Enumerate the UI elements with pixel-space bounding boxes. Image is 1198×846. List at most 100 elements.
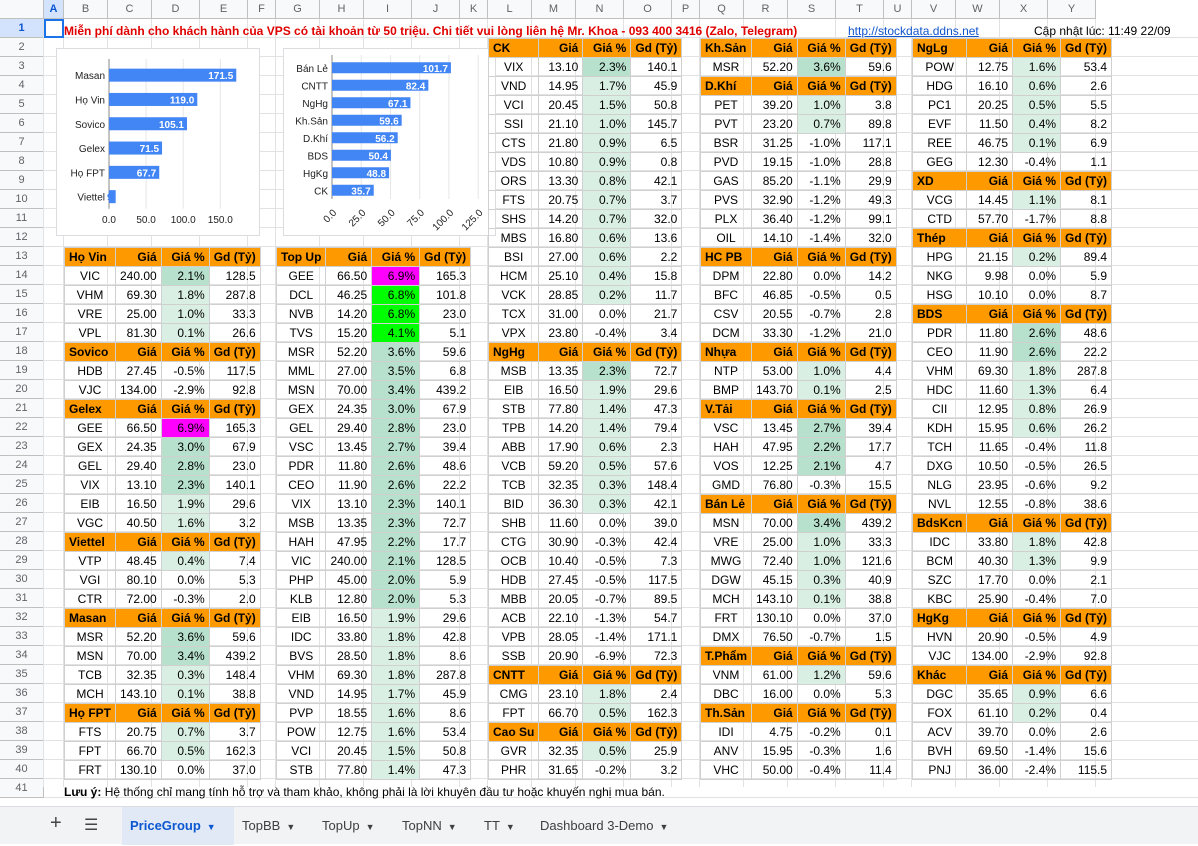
row-header-16[interactable]: 16 <box>0 304 44 323</box>
value-cell[interactable]: 48.6 <box>1060 323 1113 343</box>
pct-cell[interactable]: 0.5% <box>582 741 632 761</box>
price-cell[interactable]: 16.50 <box>325 608 373 628</box>
price-cell[interactable]: 24.35 <box>325 399 373 419</box>
ticker-cell[interactable]: GEE <box>64 418 116 438</box>
price-cell[interactable]: 20.25 <box>966 95 1014 115</box>
price-cell[interactable]: 66.70 <box>115 741 162 761</box>
pct-cell[interactable]: 0.6% <box>1012 76 1062 96</box>
ticker-cell[interactable]: GMD <box>699 475 753 495</box>
price-cell[interactable]: 13.10 <box>538 57 584 77</box>
pct-cell[interactable]: -0.3% <box>796 475 846 495</box>
pct-cell[interactable]: 2.3% <box>371 494 421 514</box>
price-cell[interactable]: 20.90 <box>538 646 584 666</box>
value-cell[interactable]: 6.9 <box>1060 133 1113 153</box>
price-cell[interactable]: 15.20 <box>325 323 373 343</box>
pct-cell[interactable]: 0.9% <box>1012 684 1062 704</box>
pct-cell[interactable]: 0.1% <box>1012 133 1062 153</box>
chevron-down-icon[interactable]: ▼ <box>659 822 669 832</box>
chevron-down-icon[interactable]: ▼ <box>505 822 515 832</box>
pct-cell[interactable]: 2.3% <box>160 475 210 495</box>
value-cell[interactable]: 38.6 <box>1060 494 1113 514</box>
ticker-cell[interactable]: PDR <box>911 323 968 343</box>
ticker-cell[interactable]: SHB <box>487 513 540 533</box>
bar[interactable] <box>332 62 451 74</box>
ticker-cell[interactable]: SHS <box>487 209 540 229</box>
value-cell[interactable]: 287.8 <box>419 665 472 685</box>
bar[interactable] <box>332 132 398 144</box>
pct-cell[interactable]: 2.6% <box>371 475 421 495</box>
ticker-cell[interactable]: BVS <box>275 646 327 666</box>
value-cell[interactable]: 48.6 <box>419 456 472 476</box>
price-cell[interactable]: 66.50 <box>325 266 373 286</box>
price-cell[interactable]: 32.35 <box>538 475 584 495</box>
pct-cell[interactable]: 0.2% <box>1012 247 1062 267</box>
ticker-cell[interactable]: CII <box>911 399 968 419</box>
row-header-2[interactable]: 2 <box>0 38 44 57</box>
ticker-cell[interactable]: VCB <box>487 456 540 476</box>
pct-cell[interactable]: 1.0% <box>796 532 846 552</box>
row-header-39[interactable]: 39 <box>0 741 44 760</box>
ticker-cell[interactable]: MWG <box>699 551 753 571</box>
price-cell[interactable]: 14.20 <box>538 418 584 438</box>
bar[interactable] <box>332 167 390 179</box>
price-cell[interactable]: 13.30 <box>538 171 584 191</box>
ticker-cell[interactable]: MBB <box>487 589 540 609</box>
pct-cell[interactable]: 1.1% <box>1012 190 1062 210</box>
value-cell[interactable]: 6.6 <box>1060 684 1113 704</box>
value-cell[interactable]: 40.9 <box>844 570 897 590</box>
row-header-32[interactable]: 32 <box>0 608 44 627</box>
price-cell[interactable]: 19.15 <box>751 152 798 172</box>
price-cell[interactable]: 13.35 <box>538 361 584 381</box>
value-cell[interactable]: 72.3 <box>630 646 683 666</box>
pct-cell[interactable]: 0.7% <box>582 209 632 229</box>
tab-pricegroup[interactable]: PriceGroup ▼ <box>122 807 234 845</box>
value-cell[interactable]: 99.1 <box>844 209 897 229</box>
value-cell[interactable]: 21.7 <box>630 304 683 324</box>
price-cell[interactable]: 76.50 <box>751 627 798 647</box>
value-cell[interactable]: 5.5 <box>1060 95 1113 115</box>
pct-cell[interactable]: 0.4% <box>1012 114 1062 134</box>
pct-cell[interactable]: -0.2% <box>582 760 632 780</box>
ticker-cell[interactable]: VCK <box>487 285 540 305</box>
value-cell[interactable]: 11.4 <box>844 760 897 780</box>
value-cell[interactable]: 0.1 <box>844 722 897 742</box>
price-cell[interactable]: 46.85 <box>751 285 798 305</box>
price-cell[interactable]: 29.40 <box>115 456 162 476</box>
price-cell[interactable]: 77.80 <box>538 399 584 419</box>
row-header-31[interactable]: 31 <box>0 589 44 608</box>
price-cell[interactable]: 70.00 <box>115 646 162 666</box>
value-cell[interactable]: 29.6 <box>208 494 261 514</box>
pct-cell[interactable]: 1.8% <box>160 285 210 305</box>
value-cell[interactable]: 0.4 <box>1060 703 1113 723</box>
ticker-cell[interactable]: VJC <box>911 646 968 666</box>
price-cell[interactable]: 39.70 <box>966 722 1014 742</box>
ticker-cell[interactable]: DPM <box>699 266 753 286</box>
pct-cell[interactable]: 2.6% <box>1012 323 1062 343</box>
pct-cell[interactable]: 1.8% <box>371 646 421 666</box>
pct-cell[interactable]: 0.6% <box>582 228 632 248</box>
row-header-23[interactable]: 23 <box>0 437 44 456</box>
ticker-cell[interactable]: ANV <box>699 741 753 761</box>
ticker-cell[interactable]: ACB <box>487 608 540 628</box>
ticker-cell[interactable]: VRE <box>64 304 116 324</box>
value-cell[interactable]: 117.5 <box>630 570 683 590</box>
ticker-cell[interactable]: FOX <box>911 703 968 723</box>
ticker-cell[interactable]: HVN <box>911 627 968 647</box>
value-cell[interactable]: 171.1 <box>630 627 683 647</box>
value-cell[interactable]: 8.8 <box>1060 209 1113 229</box>
value-cell[interactable]: 2.6 <box>1060 722 1113 742</box>
value-cell[interactable]: 45.9 <box>419 684 472 704</box>
pct-cell[interactable]: 2.1% <box>371 551 421 571</box>
pct-cell[interactable]: 1.6% <box>160 513 210 533</box>
ticker-cell[interactable]: NVB <box>275 304 327 324</box>
price-cell[interactable]: 28.85 <box>538 285 584 305</box>
row-header-25[interactable]: 25 <box>0 475 44 494</box>
group-value-chart[interactable]: 0.0 50.0 100.0 150.0 Masan 171.5 Họ Vin 119.0 So… <box>56 48 260 236</box>
price-cell[interactable]: 15.95 <box>966 418 1014 438</box>
ticker-cell[interactable]: ABB <box>487 437 540 457</box>
ticker-cell[interactable]: MSR <box>64 627 116 647</box>
ticker-cell[interactable]: PHR <box>487 760 540 780</box>
price-cell[interactable]: 40.30 <box>966 551 1014 571</box>
pct-cell[interactable]: 0.8% <box>582 171 632 191</box>
pct-cell[interactable]: 2.7% <box>796 418 846 438</box>
